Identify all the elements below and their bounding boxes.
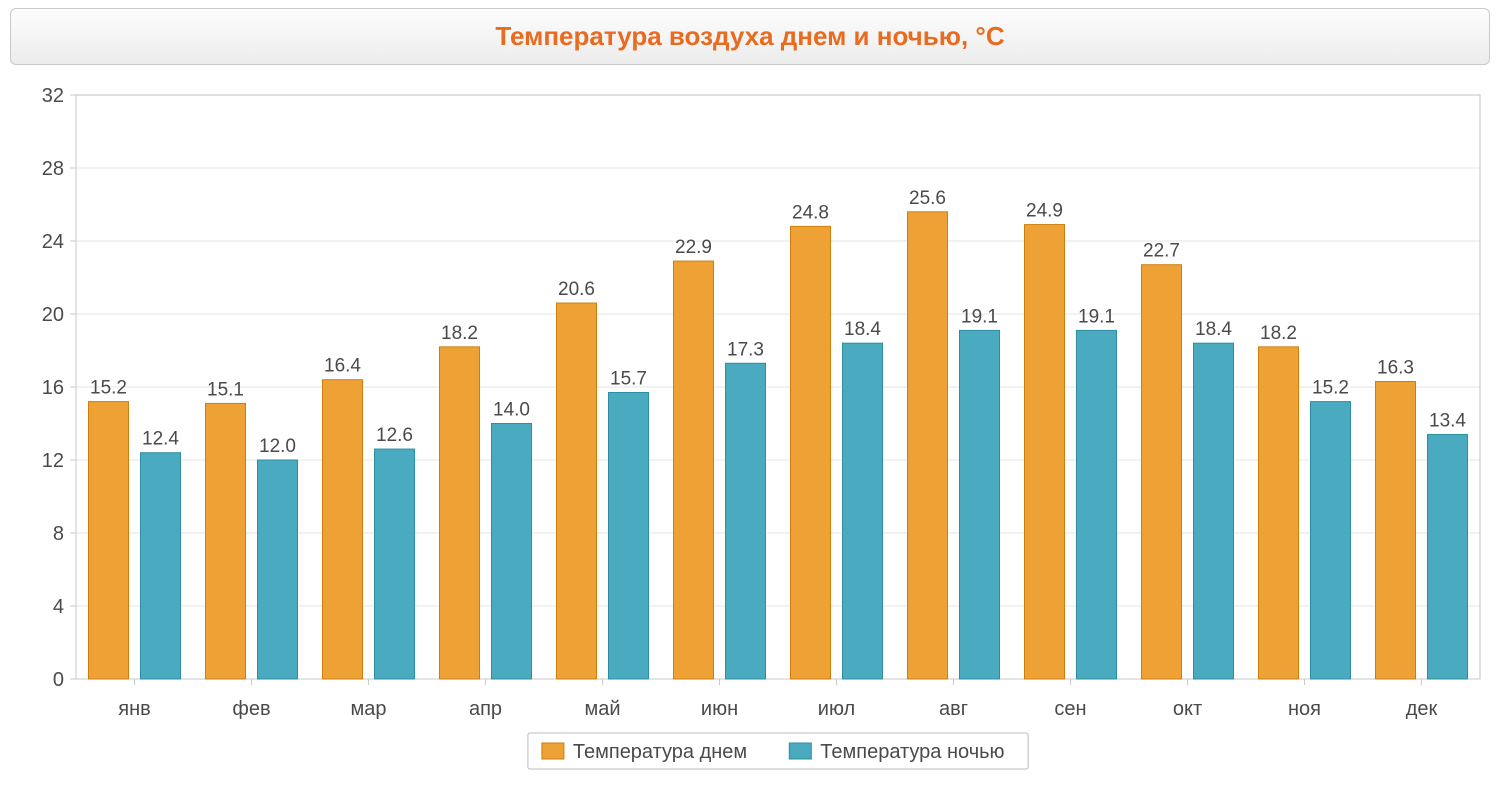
legend-label: Температура днем xyxy=(573,741,747,763)
y-tick-label: 20 xyxy=(42,304,64,326)
bar xyxy=(440,347,480,679)
x-tick-label: сен xyxy=(1054,698,1086,720)
x-tick-label: окт xyxy=(1173,698,1202,720)
bar-value-label: 15.7 xyxy=(610,368,647,389)
bar xyxy=(908,212,948,679)
bar-value-label: 25.6 xyxy=(909,188,946,209)
chart-title: Температура воздуха днем и ночью, °C xyxy=(19,21,1481,52)
legend: Температура днем Температура ночью xyxy=(528,733,1028,769)
bar-value-label: 22.7 xyxy=(1143,241,1180,262)
bar xyxy=(1025,225,1065,679)
x-tick-label: дек xyxy=(1406,698,1438,720)
bar xyxy=(609,392,649,679)
bar-value-label: 22.9 xyxy=(675,237,712,258)
bar-value-label: 18.4 xyxy=(844,319,881,340)
bar xyxy=(960,330,1000,679)
bar-value-label: 19.1 xyxy=(1078,306,1115,327)
bar xyxy=(141,453,181,679)
y-tick-label: 24 xyxy=(42,231,64,253)
y-tick-label: 12 xyxy=(42,450,64,472)
bar-value-label: 12.6 xyxy=(376,425,413,446)
x-tick-label: июл xyxy=(818,698,855,720)
chart-title-box: Температура воздуха днем и ночью, °C xyxy=(10,8,1490,65)
bar-value-label: 13.4 xyxy=(1429,410,1466,431)
x-tick-label: май xyxy=(584,698,620,720)
bar-value-label: 18.4 xyxy=(1195,319,1232,340)
bar xyxy=(557,303,597,679)
bar-value-label: 16.3 xyxy=(1377,358,1414,379)
bar xyxy=(1077,330,1117,679)
bar-value-label: 24.9 xyxy=(1026,201,1063,222)
bar xyxy=(1259,347,1299,679)
bar xyxy=(492,424,532,680)
x-tick-label: апр xyxy=(469,698,502,720)
bar-value-label: 12.0 xyxy=(259,436,296,457)
bar-value-label: 16.4 xyxy=(324,356,361,377)
chart-wrapper: Температура воздуха днем и ночью, °C 0 4 8… xyxy=(0,0,1500,789)
chart-holder: 0 4 8 12 16 20 24 28 32 15.2 12.4 янв 15.1 12.0 фев 16.… xyxy=(10,79,1490,779)
bar-value-label: 12.4 xyxy=(142,429,179,450)
bar-value-label: 18.2 xyxy=(1260,323,1297,344)
bar xyxy=(206,403,246,679)
bar xyxy=(89,402,129,679)
x-tick-label: авг xyxy=(939,698,968,720)
bar-value-label: 14.0 xyxy=(493,400,530,421)
bar xyxy=(1142,265,1182,679)
bar xyxy=(843,343,883,679)
legend-swatch xyxy=(542,743,564,759)
x-tick-label: ноя xyxy=(1288,698,1321,720)
x-tick-label: июн xyxy=(701,698,738,720)
temperature-bar-chart: 0 4 8 12 16 20 24 28 32 15.2 12.4 янв 15.1 12.0 фев 16.… xyxy=(10,79,1490,779)
x-tick-label: мар xyxy=(351,698,387,720)
bar xyxy=(1194,343,1234,679)
y-tick-label: 16 xyxy=(42,377,64,399)
bar xyxy=(1376,382,1416,679)
y-tick-label: 4 xyxy=(53,596,64,618)
bar xyxy=(375,449,415,679)
bar xyxy=(258,460,298,679)
bar-value-label: 20.6 xyxy=(558,279,595,300)
bar-value-label: 15.2 xyxy=(1312,378,1349,399)
bar-value-label: 17.3 xyxy=(727,339,764,360)
bar-value-label: 24.8 xyxy=(792,202,829,223)
legend-label: Температура ночью xyxy=(820,741,1004,763)
y-tick-label: 0 xyxy=(53,669,64,691)
bar xyxy=(791,226,831,679)
legend-swatch xyxy=(789,743,811,759)
y-tick-label: 8 xyxy=(53,523,64,545)
bar xyxy=(726,363,766,679)
x-tick-label: фев xyxy=(232,698,270,720)
y-tick-label: 28 xyxy=(42,158,64,180)
bar xyxy=(1311,402,1351,679)
bar-value-label: 15.1 xyxy=(207,379,244,400)
bar xyxy=(1428,434,1468,679)
bar-value-label: 15.2 xyxy=(90,378,127,399)
x-tick-label: янв xyxy=(118,698,151,720)
bar-value-label: 18.2 xyxy=(441,323,478,344)
y-tick-label: 32 xyxy=(42,85,64,107)
bar-value-label: 19.1 xyxy=(961,306,998,327)
bar xyxy=(674,261,714,679)
bar xyxy=(323,380,363,679)
